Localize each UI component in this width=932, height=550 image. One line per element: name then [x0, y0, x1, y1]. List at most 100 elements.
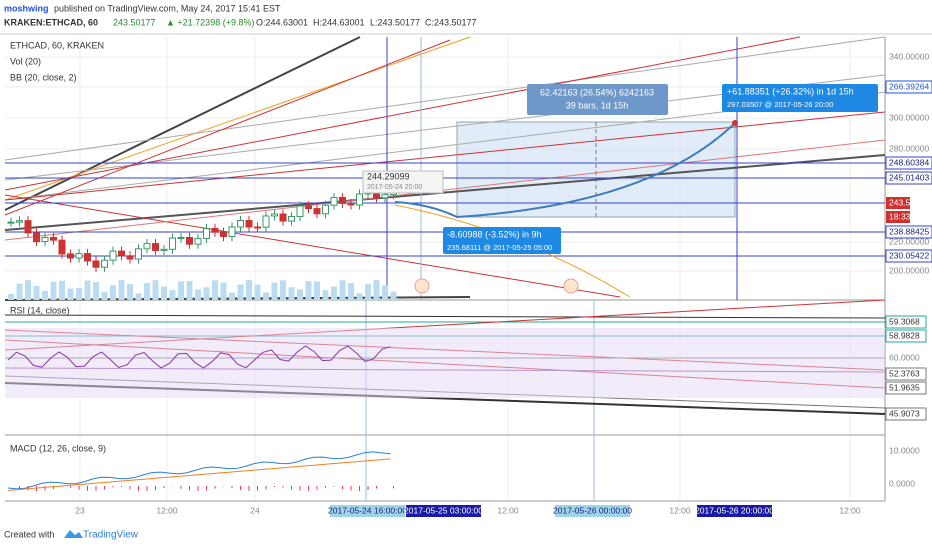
time-box [330, 505, 405, 517]
candle [381, 194, 389, 199]
trend-line [4, 139, 886, 241]
volume [263, 292, 269, 300]
axis-labels: 340.00000 266.39264 300.00000 280.00000 248.… [75, 51, 932, 517]
label-box [885, 367, 927, 381]
volume [305, 281, 312, 300]
symbol: KRAKEN:ETHCAD, 60 [4, 17, 98, 27]
axis-label: 200.00000 [889, 265, 929, 275]
volume [382, 285, 388, 300]
ohlc: O:244.63001 [256, 17, 308, 27]
label-box [886, 211, 910, 223]
volume [118, 280, 125, 300]
volume [93, 282, 99, 300]
candle [339, 197, 346, 204]
time-box [697, 505, 772, 517]
candle [109, 250, 117, 261]
volume [169, 290, 176, 300]
candle [135, 248, 142, 260]
candle [92, 260, 100, 268]
candle [160, 248, 168, 251]
legend: BB (20, close, 2) [10, 72, 77, 82]
candle [262, 215, 270, 228]
rsi-line [7, 345, 391, 369]
candle [330, 197, 338, 206]
axis-label: 45.9073 [889, 408, 920, 418]
candle [305, 205, 312, 210]
candle [75, 253, 83, 259]
volume [59, 280, 65, 300]
event-flag[interactable] [414, 278, 430, 294]
tooltip [362, 170, 444, 194]
candle [126, 255, 134, 260]
volume [186, 281, 193, 300]
candle [16, 220, 23, 223]
axis-label: 10.0000 [889, 445, 920, 455]
volume [203, 287, 210, 300]
trend-line [4, 36, 471, 201]
candle [296, 205, 304, 218]
candle [41, 236, 49, 243]
volume [161, 286, 167, 300]
candle [237, 220, 244, 228]
label-box [885, 80, 932, 94]
range-box [527, 84, 668, 115]
label-box [885, 315, 927, 329]
candle [186, 236, 193, 245]
volume [365, 284, 371, 300]
rsi-band [5, 328, 885, 398]
volume [356, 293, 363, 300]
candle [24, 220, 32, 234]
ohlc: L:243.50177 [370, 17, 420, 27]
trend-line [4, 36, 886, 161]
time-label: 2017-05-24 16:00:00 [328, 505, 407, 515]
dip-box [443, 227, 561, 254]
label-box [885, 329, 927, 343]
volume [195, 289, 201, 300]
trend-line [4, 36, 361, 211]
candles [7, 179, 397, 300]
candle [254, 226, 261, 229]
volume [237, 284, 244, 300]
candle [279, 213, 287, 222]
trend-line [4, 194, 621, 298]
volume [297, 289, 303, 300]
volume [339, 280, 346, 300]
trend-line [4, 154, 886, 231]
volume [84, 280, 91, 300]
volume [67, 288, 74, 300]
signal-line [7, 458, 391, 491]
volume [212, 280, 218, 300]
label-box [885, 225, 932, 239]
time-label: 12:00 [156, 505, 178, 515]
volume [152, 280, 159, 300]
axis-label: 230.05422 [889, 250, 929, 260]
axis-label: 245.01403 [889, 172, 929, 182]
trend-line [4, 39, 451, 216]
last: 243.50177 [113, 17, 156, 27]
axis-label: 220.00000 [889, 236, 929, 246]
grid [5, 37, 885, 501]
footer-text: Created with [4, 529, 55, 539]
legend: MACD (12, 26, close, 9) [10, 443, 106, 453]
candle [84, 253, 91, 262]
volume [348, 283, 354, 300]
legend: RSI (14, close) [10, 305, 70, 315]
event-flag[interactable] [563, 278, 579, 294]
candle [101, 259, 108, 268]
published: published on TradingView.com, May 24, 20… [54, 3, 281, 13]
volume [254, 284, 261, 300]
candle [228, 226, 236, 237]
label-box [885, 249, 932, 263]
publisher[interactable]: moshwing [4, 3, 49, 13]
axis-label: 340.00000 [889, 51, 929, 61]
ohlc: H:244.63001 [313, 17, 365, 27]
range-label: 39 bars, 1d 15h [566, 100, 629, 110]
brand[interactable]: TradingView [83, 530, 139, 541]
dip-label: 235.68111 @ 2017-05-25 05:00 [447, 243, 552, 252]
candle [58, 239, 66, 255]
axis-label: 300.00000 [889, 112, 929, 122]
time-label: 2017-05-25 03:00:00 [404, 505, 483, 515]
volume [246, 280, 252, 300]
volume [331, 286, 337, 300]
